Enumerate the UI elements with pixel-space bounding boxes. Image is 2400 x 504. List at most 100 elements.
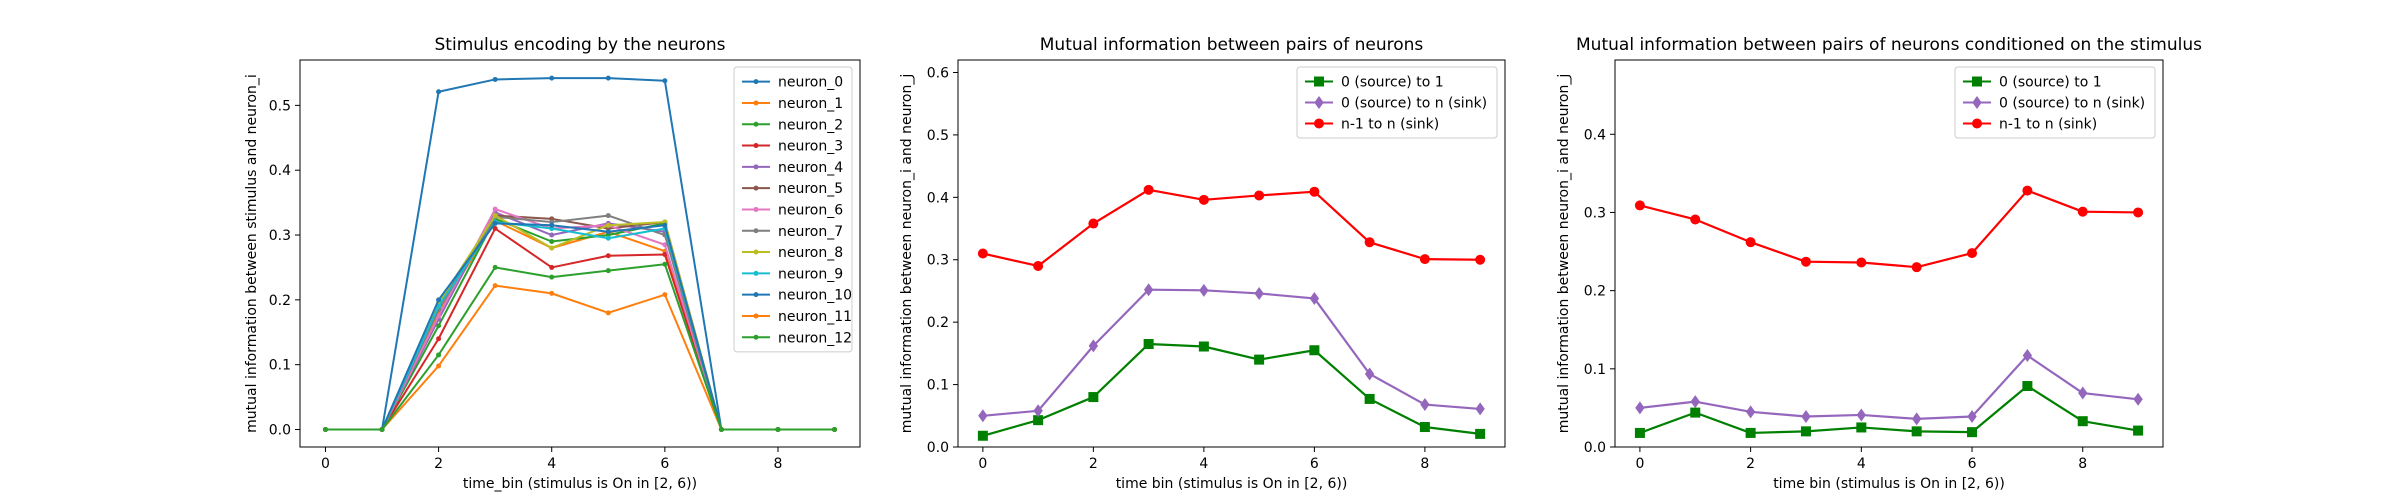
legend-label: n-1 to n (sink) xyxy=(1999,117,2097,133)
legend-swatch-marker xyxy=(753,334,759,340)
series-0 (source) to n (sink) xyxy=(978,283,1485,423)
legend-label: neuron_0 xyxy=(778,75,843,91)
x-tick-label: 0 xyxy=(978,456,987,472)
data-point xyxy=(1143,184,1154,195)
data-point xyxy=(1364,367,1375,381)
data-point xyxy=(1634,200,1645,211)
legend-item: 0 (source) to n (sink) xyxy=(1305,96,1487,112)
y-tick-label: 0.1 xyxy=(269,358,291,374)
data-point xyxy=(1475,428,1486,439)
legend-label: neuron_11 xyxy=(778,309,852,325)
data-point xyxy=(1856,408,1867,422)
series-line xyxy=(325,263,835,431)
legend-item: neuron_0 xyxy=(742,75,843,91)
legend-label: 0 (source) to n (sink) xyxy=(1341,96,1487,112)
data-point xyxy=(1690,395,1700,409)
chart-panel-3: Mutual information between pairs of neur… xyxy=(1556,35,2202,492)
data-point xyxy=(978,409,988,423)
data-point xyxy=(2077,206,2088,217)
y-tick-label: 0.1 xyxy=(927,378,949,394)
data-point xyxy=(1745,237,1756,248)
data-point xyxy=(2022,349,2033,363)
y-tick-label: 0.1 xyxy=(1584,362,1606,378)
series-0 (source) to 1 xyxy=(977,339,1486,441)
legend-item: 0 (source) to 1 xyxy=(1305,75,1444,91)
data-point xyxy=(2022,185,2033,196)
y-axis-label: mutual information between stimulus and … xyxy=(244,74,260,433)
x-tick-label: 2 xyxy=(1089,456,1098,472)
legend-swatch-marker xyxy=(753,164,759,170)
x-tick-label: 4 xyxy=(1199,456,1208,472)
data-point xyxy=(605,75,611,81)
legend-label: n-1 to n (sink) xyxy=(1341,117,1439,133)
data-point xyxy=(662,251,668,257)
series-line xyxy=(982,188,1481,268)
legend-item: neuron_10 xyxy=(742,288,852,304)
legend-swatch-marker xyxy=(753,313,759,319)
x-tick-label: 8 xyxy=(2078,456,2087,472)
legend-swatch-marker xyxy=(753,121,759,127)
data-point xyxy=(2077,416,2088,427)
data-point xyxy=(605,213,611,219)
data-point xyxy=(492,213,498,219)
data-point xyxy=(605,253,611,259)
x-tick-label: 8 xyxy=(1420,456,1429,472)
legend-swatch-marker xyxy=(753,185,759,191)
data-point xyxy=(492,283,498,289)
data-point xyxy=(549,245,555,251)
data-point xyxy=(492,76,498,82)
data-point xyxy=(1911,412,1922,426)
legend-label: neuron_9 xyxy=(778,266,843,282)
data-point xyxy=(1309,345,1320,356)
y-tick-label: 0.2 xyxy=(269,293,291,309)
data-point xyxy=(1475,402,1485,416)
data-point xyxy=(549,232,555,238)
legend-item: neuron_1 xyxy=(742,96,843,112)
legend-swatch-marker xyxy=(1314,96,1324,109)
legend-item: neuron_7 xyxy=(742,224,843,240)
plot-frame xyxy=(1614,59,2164,448)
y-tick-label: 0.0 xyxy=(269,422,291,438)
data-point xyxy=(549,222,555,228)
data-point xyxy=(1634,427,1645,438)
data-point xyxy=(662,292,668,298)
legend-label: 0 (source) to 1 xyxy=(1341,75,1444,91)
data-point xyxy=(1745,405,1756,419)
data-point xyxy=(549,274,555,280)
data-point xyxy=(662,261,668,267)
y-tick-label: 0.3 xyxy=(269,228,291,244)
legend-label: neuron_12 xyxy=(778,330,852,346)
data-point xyxy=(379,426,385,432)
data-point xyxy=(605,229,611,235)
series-line xyxy=(1639,384,2139,435)
legend-swatch-marker xyxy=(753,228,759,234)
data-point xyxy=(605,310,611,316)
data-point xyxy=(492,220,498,226)
series-0 (source) to 1 xyxy=(1634,381,2144,438)
data-point xyxy=(1419,254,1430,265)
legend-swatch-marker xyxy=(753,270,759,276)
legend-box xyxy=(1296,66,1498,139)
series-line xyxy=(982,342,1481,437)
data-point xyxy=(1801,410,1811,424)
y-axis-label: mutual information between neuron_i and … xyxy=(1556,74,1572,434)
legend-swatch-marker xyxy=(1314,118,1324,129)
legend-item: n-1 to n (sink) xyxy=(1963,117,2097,133)
plot-frame xyxy=(957,59,1506,448)
data-point xyxy=(1420,398,1430,412)
legend-swatch-marker xyxy=(753,79,759,85)
x-tick-label: 0 xyxy=(321,456,330,472)
data-point xyxy=(436,352,442,358)
legend-item: neuron_4 xyxy=(742,160,843,176)
data-point xyxy=(1199,283,1209,297)
legend-swatch-marker xyxy=(753,249,759,255)
legend-label: neuron_2 xyxy=(778,117,843,133)
legend-box xyxy=(733,66,853,353)
series-neuron_12 xyxy=(322,261,838,432)
y-tick-label: 0.4 xyxy=(269,163,291,179)
chart-title: Mutual information between pairs of neur… xyxy=(1576,35,2202,55)
legend-label: 0 (source) to 1 xyxy=(1999,75,2102,91)
data-point xyxy=(1911,426,1922,437)
data-point xyxy=(832,426,838,432)
